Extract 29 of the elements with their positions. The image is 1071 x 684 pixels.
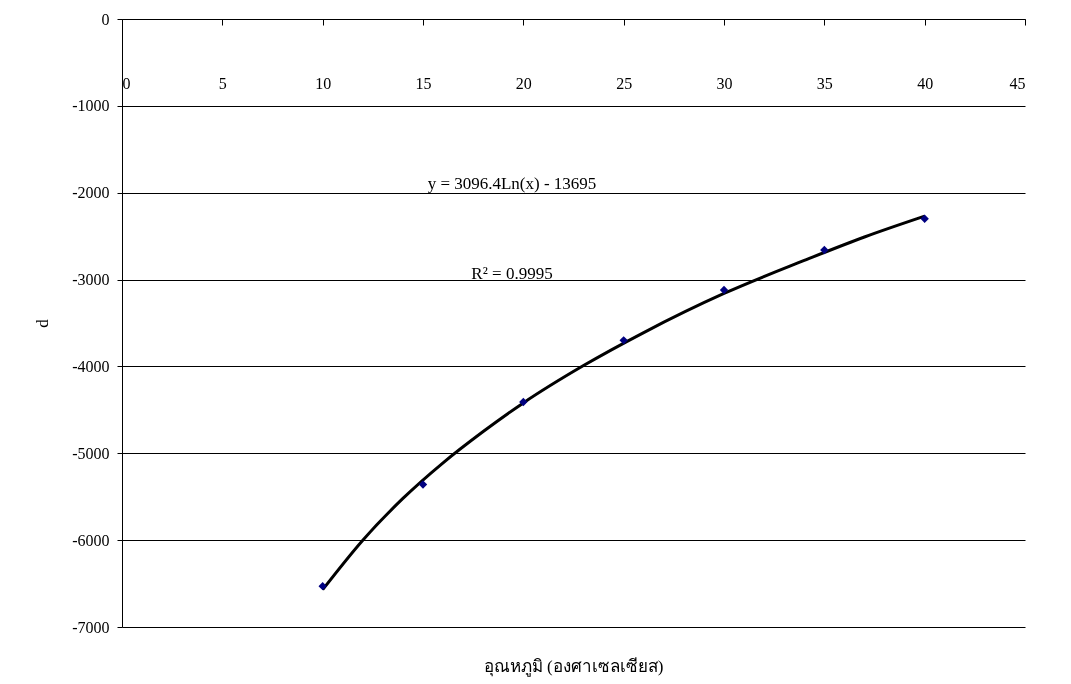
x-tick-label: 5 — [218, 74, 227, 92]
x-tick-label: 25 — [616, 74, 633, 92]
point — [719, 285, 729, 295]
x-tick-label: 35 — [816, 74, 833, 92]
annotation: R² = 0.9995 — [471, 264, 553, 283]
y-tick-label: -4000 — [72, 357, 110, 375]
x-tick-label: 10 — [315, 74, 332, 92]
point — [418, 480, 428, 489]
y-tick-label: -6000 — [72, 531, 110, 549]
x-tick-label: 15 — [415, 74, 432, 92]
point — [619, 336, 628, 345]
x-tick-label: 30 — [716, 74, 733, 92]
point — [519, 397, 528, 407]
point — [820, 245, 829, 255]
x-axis-title: อุณหภูมิ (องศาเซลเซียส) — [483, 657, 664, 677]
y-tick-label: -2000 — [72, 184, 110, 202]
x-tick-label: 0 — [122, 74, 131, 92]
point — [920, 214, 929, 223]
y-axis-title: d — [33, 318, 53, 328]
x-tick-label: 45 — [1009, 74, 1026, 92]
y-tick-label: -7000 — [72, 618, 110, 636]
y-tick-label: -3000 — [72, 271, 110, 289]
y-tick-label: -1000 — [72, 97, 110, 115]
y-tick-label: 0 — [101, 10, 110, 28]
point — [318, 581, 327, 591]
x-tick-label: 20 — [515, 74, 532, 92]
annotation: y = 3096.4Ln(x) - 13695 — [427, 174, 597, 193]
x-tick-label: 40 — [917, 74, 934, 92]
y-tick-label: -5000 — [72, 444, 110, 462]
